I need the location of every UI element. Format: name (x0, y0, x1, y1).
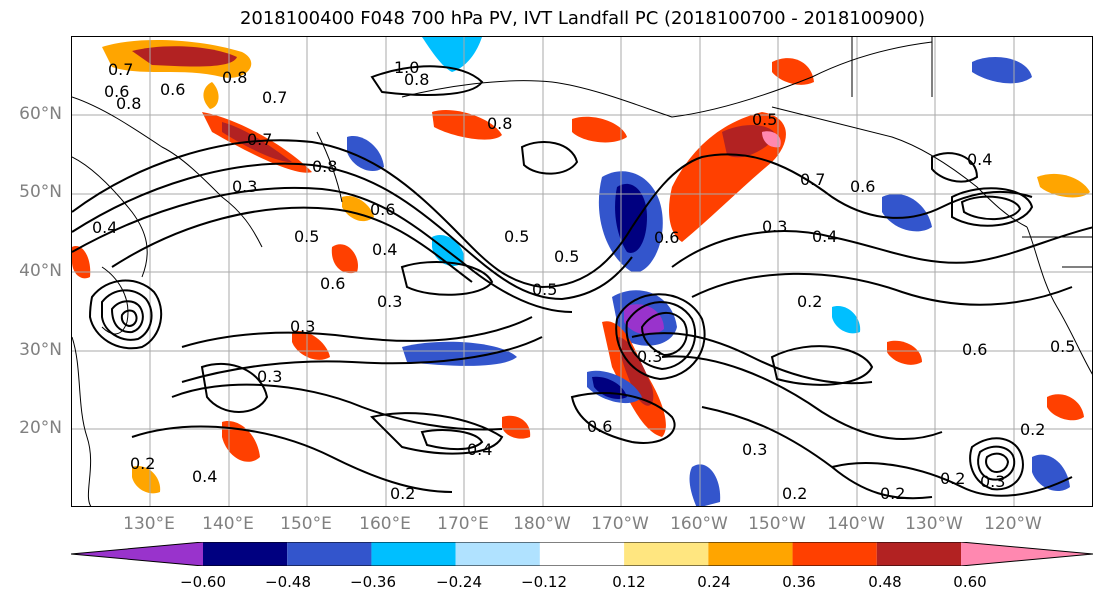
colorbar-bin (792, 542, 877, 566)
contour-label: 0.2 (782, 484, 807, 503)
lat-label-60n: 60°N (19, 104, 62, 124)
lon-label-170e: 170°E (437, 514, 489, 534)
contour-label: 0.5 (294, 227, 319, 246)
contour-label: 0.3 (980, 472, 1005, 491)
colorbar (71, 542, 1093, 566)
contour-labels: 0.7 0.6 0.8 0.8 0.7 1.0 0.8 0.8 0.7 0.5 … (92, 58, 1075, 503)
colorbar-tick-label: −0.60 (180, 573, 226, 591)
contour-label: 0.6 (104, 82, 129, 101)
contour-label: 0.2 (390, 484, 415, 503)
colorbar-tick-label: −0.48 (265, 573, 311, 591)
lon-label-130e: 130°E (123, 514, 175, 534)
contour-label: 0.6 (962, 340, 987, 359)
colorbar-tick-label: 0.48 (868, 573, 902, 591)
colorbar-bin (708, 542, 793, 566)
contour-label: 0.2 (940, 469, 965, 488)
contour-label: 0.7 (800, 170, 825, 189)
contour-label: 0.4 (467, 440, 492, 459)
contour-label: 0.5 (1050, 337, 1075, 356)
lon-label-130w: 130°W (905, 514, 963, 534)
lon-label-160w: 160°W (670, 514, 728, 534)
contour-label: 0.8 (312, 157, 337, 176)
contour-label: 0.3 (232, 177, 257, 196)
contour-label: 0.8 (487, 114, 512, 133)
pv-contours (72, 65, 1092, 500)
lon-label-170w: 170°W (591, 514, 649, 534)
lon-label-120w: 120°W (984, 514, 1042, 534)
colorbar-tick-label: −0.36 (350, 573, 396, 591)
lat-label-40n: 40°N (19, 261, 62, 281)
contour-label: 0.3 (762, 217, 787, 236)
colorbar-bin (455, 542, 540, 566)
contour-label: 0.4 (372, 240, 397, 259)
contour-label: 0.5 (504, 227, 529, 246)
colorbar-bin (876, 542, 961, 566)
lat-label-30n: 30°N (19, 340, 62, 360)
contour-label: 0.4 (92, 218, 117, 237)
lon-label-150e: 150°E (280, 514, 332, 534)
colorbar-tick-label: 0.60 (953, 573, 987, 591)
contour-label: 0.6 (370, 200, 395, 219)
colorbar-tick-label: 0.12 (612, 573, 646, 591)
colorbar-tick-label: 0.36 (782, 573, 816, 591)
lon-label-180w: 180°W (513, 514, 571, 534)
contour-label: 0.3 (257, 367, 282, 386)
contour-label: 0.8 (116, 94, 141, 113)
contour-label: 0.2 (130, 454, 155, 473)
colorbar-tick-label: −0.12 (521, 573, 567, 591)
contour-label: 0.3 (637, 347, 662, 366)
colorbar-bin (287, 542, 372, 566)
contour-label: 0.4 (192, 467, 217, 486)
lon-label-150w: 150°W (748, 514, 806, 534)
contour-label: 0.6 (850, 177, 875, 196)
contour-label: 0.6 (654, 228, 679, 247)
contour-label: 0.4 (967, 150, 992, 169)
colorbar-bin (624, 542, 709, 566)
lon-label-140w: 140°W (827, 514, 885, 534)
lat-label-20n: 20°N (19, 418, 62, 438)
contour-label: 0.8 (404, 70, 429, 89)
colorbar-bin (203, 542, 288, 566)
contour-label: 0.5 (554, 247, 579, 266)
contour-label: 1.0 (394, 58, 419, 77)
colorbar-bin (539, 542, 625, 566)
contour-label: 0.8 (222, 68, 247, 87)
contour-label: 0.6 (320, 274, 345, 293)
lon-label-140e: 140°E (202, 514, 254, 534)
contour-label: 0.2 (1020, 420, 1045, 439)
map-panel: 0.7 0.6 0.8 0.8 0.7 1.0 0.8 0.8 0.7 0.5 … (71, 36, 1093, 507)
lon-label-160e: 160°E (359, 514, 411, 534)
colorbar-tick-label: −0.24 (436, 573, 482, 591)
contour-label: 0.3 (377, 292, 402, 311)
contour-label: 0.5 (532, 280, 557, 299)
colorbar-tick-label: 0.24 (697, 573, 731, 591)
contour-label: 0.7 (247, 130, 272, 149)
colorbar-bin (961, 542, 1093, 566)
map-title: 2018100400 F048 700 hPa PV, IVT Landfall… (239, 8, 926, 29)
contour-label: 0.7 (108, 60, 133, 79)
contour-label: 0.2 (880, 484, 905, 503)
contour-label: 0.7 (262, 88, 287, 107)
contour-label: 0.2 (797, 292, 822, 311)
lat-label-50n: 50°N (19, 182, 62, 202)
map-canvas: 0.7 0.6 0.8 0.8 0.7 1.0 0.8 0.8 0.7 0.5 … (72, 37, 1092, 506)
contour-label: 0.5 (752, 110, 777, 129)
contour-label: 0.4 (812, 227, 837, 246)
colorbar-bin (371, 542, 456, 566)
contour-label: 0.3 (290, 317, 315, 336)
contour-label: 0.3 (742, 440, 767, 459)
contour-label: 0.6 (160, 80, 185, 99)
colorbar-bin (71, 542, 203, 566)
contour-label: 0.6 (587, 417, 612, 436)
